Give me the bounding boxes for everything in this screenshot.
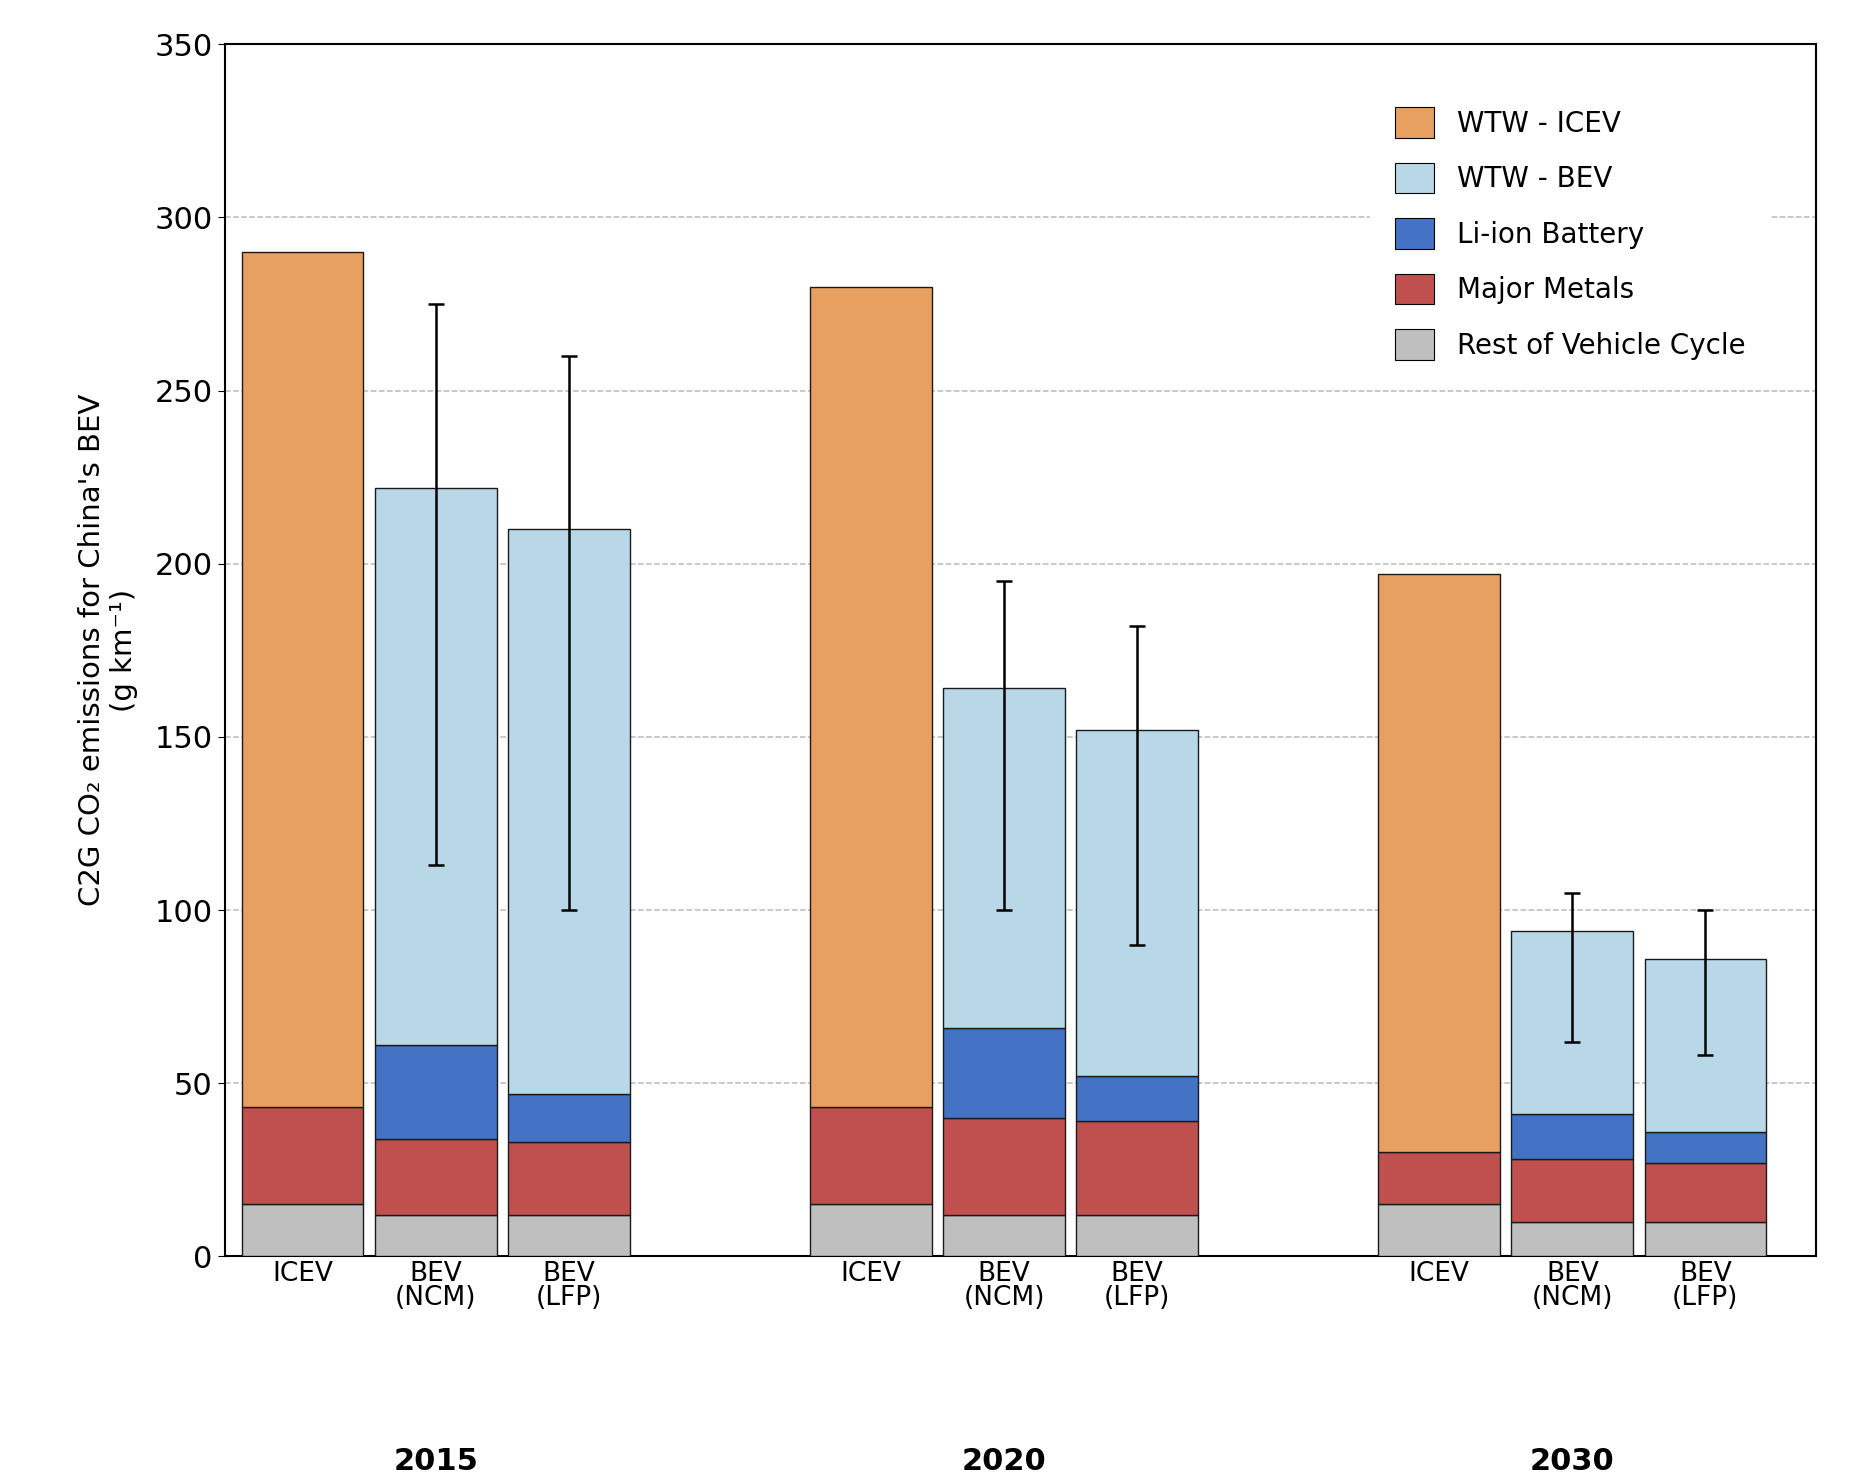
Bar — [1644, 1222, 1767, 1256]
Bar — [1511, 1222, 1632, 1256]
Bar — [374, 1045, 496, 1138]
Bar — [1076, 730, 1198, 1076]
Bar — [1644, 1163, 1767, 1222]
Bar — [507, 1215, 629, 1256]
Bar — [1644, 1132, 1767, 1163]
Text: 2015: 2015 — [393, 1447, 477, 1475]
Bar — [241, 1107, 363, 1205]
Bar — [374, 488, 496, 1045]
Bar — [811, 1205, 932, 1256]
Bar — [1511, 1114, 1632, 1159]
Bar — [1511, 1159, 1632, 1222]
Bar — [374, 1215, 496, 1256]
Bar — [943, 1117, 1065, 1215]
Y-axis label: C2G CO₂ emissions for China's BEV
(g km⁻¹): C2G CO₂ emissions for China's BEV (g km⁻… — [77, 395, 139, 906]
Bar — [507, 1094, 629, 1142]
Bar — [507, 1142, 629, 1215]
Bar — [1378, 1153, 1499, 1205]
Bar — [943, 689, 1065, 1027]
Bar — [1378, 1205, 1499, 1256]
Bar — [1378, 573, 1499, 1153]
Bar — [1076, 1076, 1198, 1122]
Bar — [943, 1027, 1065, 1117]
Bar — [1076, 1215, 1198, 1256]
Bar — [374, 1138, 496, 1215]
Bar — [241, 1205, 363, 1256]
Bar — [811, 1107, 932, 1205]
Bar — [1511, 931, 1632, 1114]
Bar — [943, 1215, 1065, 1256]
Bar — [1076, 1122, 1198, 1215]
Bar — [811, 287, 932, 1107]
Bar — [241, 253, 363, 1107]
Bar — [507, 529, 629, 1094]
Text: 2020: 2020 — [962, 1447, 1046, 1475]
Text: 2030: 2030 — [1529, 1447, 1616, 1475]
Legend: WTW - ICEV, WTW - BEV, Li-ion Battery, Major Metals, Rest of Vehicle Cycle: WTW - ICEV, WTW - BEV, Li-ion Battery, M… — [1370, 83, 1771, 384]
Bar — [1644, 959, 1767, 1132]
